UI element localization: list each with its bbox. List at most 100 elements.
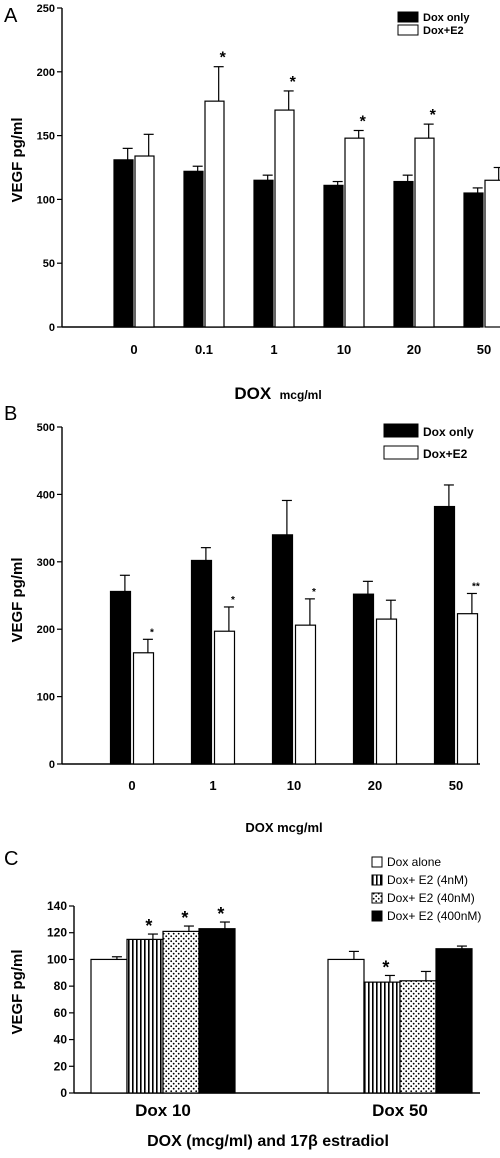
panel-a-bar [204, 100, 225, 328]
panel-a-y-tick-label: 100 [37, 194, 55, 206]
panel-a-legend-label: Dox only [423, 12, 470, 24]
panel-b-category-label: 10 [287, 778, 301, 793]
panel-c-y-tick-label: 100 [47, 952, 67, 966]
panel-c-significance-mark: * [145, 916, 152, 936]
panel-c-legend-label: Dox+ E2 (4nM) [387, 873, 468, 887]
panel-a-significance-mark: * [430, 107, 437, 124]
panel-a-x-axis-label-main: DOX [234, 384, 272, 403]
panel-a-category-label: 0.1 [195, 342, 213, 357]
panel-b-significance-mark: * [312, 587, 316, 598]
panel-c-bar [162, 930, 200, 1094]
panel-a-category-label: 0 [130, 342, 137, 357]
panel-c-significance-mark: * [382, 957, 389, 977]
panel-a-y-tick-label: 200 [37, 67, 55, 79]
panel-b-bar [352, 593, 375, 765]
panel-b-bar [109, 590, 132, 765]
panel-c-legend-label: Dox+ E2 (400nM) [387, 909, 481, 923]
panel-a-x-axis-label: DOX mcg/ml [234, 384, 321, 403]
panel-a-bar [183, 170, 204, 328]
panel-a-legend-swatch [397, 24, 419, 36]
panel-a-x-axis-label-unit: mcg/ml [280, 388, 322, 402]
panel-b-category-label: 1 [209, 778, 216, 793]
panel-c-legend-swatch [371, 910, 383, 922]
panel-c-legend-swatch [371, 892, 383, 904]
panel-a-legend-swatch [397, 11, 419, 23]
panel-c-bar [90, 958, 128, 1094]
panel-a-bar [463, 192, 484, 328]
panel-c-y-tick-label: 120 [47, 926, 67, 940]
panel-a-y-tick-label: 150 [37, 131, 55, 143]
panel-c-y-tick-label: 80 [54, 979, 68, 993]
panel-b-y-axis-label: VEGF pg/ml [9, 557, 26, 642]
panel-a-category-label: 10 [337, 342, 351, 357]
panel-b-bar [456, 613, 479, 765]
panel-b-legend-swatch [383, 445, 419, 460]
panel-a-bar [274, 109, 295, 328]
panel-a-chart: 0 50 100 150 200 250 0 * 0.1 * 1 * 10 * 20 50 Dox onlyDo… [37, 3, 500, 357]
panel-c-y-tick-label: 0 [60, 1086, 67, 1100]
panel-b-legend-label: Dox+E2 [423, 447, 468, 461]
panel-c-legend-swatch [371, 856, 383, 868]
panel-c-legend-label: Dox+ E2 (40nM) [387, 891, 475, 905]
panel-b-bar [433, 505, 456, 765]
panel-a-bar [253, 179, 274, 328]
panel-b-y-tick-label: 300 [37, 557, 55, 569]
panel-c-bar [126, 938, 164, 1094]
panel-a-significance-mark: * [360, 113, 367, 130]
panel-a-bar [414, 137, 435, 328]
panel-c-bar [435, 948, 473, 1094]
panel-a-bar [484, 179, 500, 328]
panel-c-y-axis-label: VEGF pg/ml [9, 949, 26, 1034]
panel-c-category-label: Dox 10 [135, 1101, 191, 1120]
panel-a-category-label: 1 [270, 342, 277, 357]
panel-b-bar [271, 534, 294, 765]
panel-c-significance-mark: * [217, 904, 224, 924]
panel-a-y-tick-label: 50 [43, 258, 55, 270]
panel-c-bar [399, 980, 437, 1094]
panel-b-y-tick-label: 400 [37, 489, 55, 501]
panel-b-y-tick-label: 100 [37, 692, 55, 704]
panel-c-category-label: Dox 50 [372, 1101, 428, 1120]
panel-letter-a: A [4, 5, 18, 27]
panel-b-bar [213, 630, 236, 765]
panel-c-legend-label: Dox alone [387, 855, 441, 869]
panel-a-y-tick-label: 250 [37, 3, 55, 15]
panel-c-bar [363, 981, 401, 1094]
panel-b-bar [375, 618, 398, 765]
panel-a-bar [323, 184, 344, 328]
panel-c-significance-mark: * [181, 908, 188, 928]
panel-b-x-axis-label: DOX mcg/ml [245, 820, 322, 835]
panel-c-chart: 0 20 40 60 80 100 120 140 * * * Dox 10 * Dox 50 Dox al… [47, 855, 481, 1120]
panel-b-legend-label: Dox only [423, 425, 474, 439]
panel-a-bar [344, 137, 365, 328]
panel-a-bar [113, 159, 134, 328]
panel-b-chart: 0 100 200 300 400 500 * 0 * 1 * 10 20 ** 50 Dox only Dox… [37, 422, 480, 793]
panel-b-y-tick-label: 500 [37, 422, 55, 434]
panel-b-bar [190, 559, 213, 765]
panel-a-significance-mark: * [220, 50, 227, 67]
panel-b-significance-mark: * [150, 627, 154, 638]
panel-c-x-axis-label: DOX (mcg/ml) and 17β estradiol [147, 1133, 389, 1150]
panel-b-category-label: 20 [368, 778, 382, 793]
panel-b-significance-mark: * [231, 595, 235, 606]
panel-a-bar [393, 180, 414, 328]
panel-b-y-tick-label: 200 [37, 624, 55, 636]
panel-c-y-tick-label: 140 [47, 899, 67, 913]
panel-c-legend-swatch [371, 874, 383, 886]
panel-b-bar [132, 652, 155, 765]
panel-a-bar [134, 155, 155, 328]
panel-a-y-tick-label: 0 [49, 322, 55, 334]
panel-c-bar [198, 928, 236, 1094]
panel-c-bar [327, 958, 365, 1094]
panel-b-category-label: 0 [128, 778, 135, 793]
panel-b-significance-mark: ** [472, 581, 480, 592]
panel-b-y-tick-label: 0 [49, 759, 55, 771]
panel-b-legend-swatch [383, 423, 419, 438]
panel-a-legend-label: Dox+E2 [423, 25, 464, 37]
panel-a-category-label: 20 [407, 342, 421, 357]
panel-c-y-tick-label: 40 [54, 1033, 68, 1047]
panel-letter-b: B [4, 403, 17, 425]
panel-letter-c: C [4, 848, 18, 870]
panel-c-y-tick-label: 60 [54, 1006, 68, 1020]
